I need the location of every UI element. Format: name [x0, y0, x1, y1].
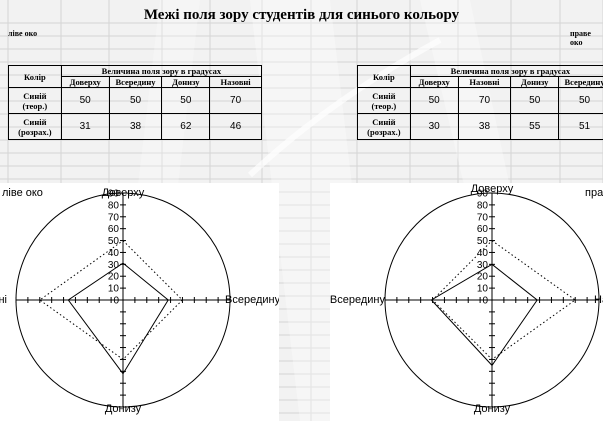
sub-header: Донизу: [510, 76, 560, 88]
table-row: Синій (теор.) 50 50 50 70: [8, 87, 262, 114]
radar-series-solid: [430, 263, 538, 367]
table-cell[interactable]: 70: [457, 87, 512, 114]
table-cell[interactable]: 70: [209, 87, 262, 114]
radar-tick-label: 70: [477, 212, 489, 223]
radar-axis-label: Доверху: [471, 183, 514, 195]
sub-header: Донизу: [161, 76, 211, 88]
radar-tick-label: 70: [108, 212, 120, 223]
radar-axis-label: Доверху: [102, 187, 145, 199]
row-label: Синій (розрах.): [357, 113, 411, 140]
group-header: Величина поля зору в градусах: [60, 65, 263, 77]
sub-header: Доверху: [409, 76, 459, 88]
radar-tick-label: 80: [477, 200, 489, 211]
right-eye-table: Колір Величина поля зору в градусах Дове…: [357, 65, 603, 140]
radar-tick-label: 10: [108, 284, 120, 295]
table-cell[interactable]: 50: [409, 87, 459, 114]
radar-tick-label: 0: [482, 296, 488, 307]
sub-header: Назовні: [457, 76, 512, 88]
radar-tick-label: 60: [108, 224, 120, 235]
radar-axis-label: Всередину: [330, 294, 385, 306]
table-cell[interactable]: 30: [409, 113, 459, 140]
right-eye-label: праве око: [570, 29, 591, 47]
sub-header: Всередину: [558, 76, 603, 88]
radar-tick-label: 30: [477, 260, 489, 271]
table-cell[interactable]: 50: [510, 87, 560, 114]
radar-tick-label: 50: [477, 236, 489, 247]
table-row: Синій (теор.) 50 70 50 50: [357, 87, 603, 114]
table-cell[interactable]: 62: [161, 113, 211, 140]
left-eye-label: ліве око: [8, 29, 38, 38]
table-cell[interactable]: 50: [108, 87, 163, 114]
row-label: Синій (теор.): [8, 87, 62, 114]
table-cell[interactable]: 38: [108, 113, 163, 140]
radar-tick-label: 40: [108, 248, 120, 259]
table-row: Синій (розрах.) 30 38 55 51: [357, 113, 603, 140]
radar-chart-title: праве око: [585, 187, 603, 199]
table-cell[interactable]: 50: [60, 87, 110, 114]
radar-tick-label: 60: [477, 224, 489, 235]
radar-axis-label: Назовні: [0, 294, 7, 306]
radar-chart-title: ліве око: [2, 187, 43, 199]
radar-tick-label: 0: [113, 296, 119, 307]
radar-tick-label: 10: [477, 284, 489, 295]
radar-tick-label: 50: [108, 236, 120, 247]
table-cell[interactable]: 55: [510, 113, 560, 140]
radar-axis-label: Всередину: [225, 294, 279, 306]
radar-tick-label: 20: [477, 272, 489, 283]
radar-tick-label: 20: [108, 272, 120, 283]
radar-tick-label: 30: [108, 260, 120, 271]
left-eye-table: Колір Величина поля зору в градусах Дове…: [8, 65, 263, 140]
table-cell[interactable]: 50: [161, 87, 211, 114]
table-cell[interactable]: 50: [558, 87, 603, 114]
table-cell[interactable]: 51: [558, 113, 603, 140]
radar-axis-label: Назовні: [594, 294, 603, 306]
radar-series-dotted: [38, 239, 184, 361]
radar-axis-label: Донизу: [474, 403, 511, 415]
page-title: Межі поля зору студентів для синього кол…: [143, 7, 460, 23]
sub-header: Всередину: [108, 76, 163, 88]
radar-tick-label: 90: [477, 189, 489, 200]
row-label: Синій (теор.): [357, 87, 411, 114]
group-header: Величина поля зору в градусах: [409, 65, 603, 77]
table-cell[interactable]: 46: [209, 113, 262, 140]
radar-tick-label: 80: [108, 200, 120, 211]
table-row: Синій (розрах.) 31 38 62 46: [8, 113, 262, 140]
radar-tick-label: 40: [477, 248, 489, 259]
left-eye-radar-chart[interactable]: 0 10 20 30 40 50 60 70 80 90 Доверху Всередину Дониз…: [0, 183, 279, 421]
radar-tick-label: 90: [108, 189, 120, 200]
sub-header: Назовні: [209, 76, 262, 88]
row-label: Синій (розрах.): [8, 113, 62, 140]
radar-series-solid: [67, 262, 169, 375]
radar-axis-label: Донизу: [105, 403, 142, 415]
table-cell[interactable]: 38: [457, 113, 512, 140]
color-col-header: Колір: [8, 65, 62, 88]
color-col-header: Колір: [357, 65, 411, 88]
table-cell[interactable]: 31: [60, 113, 110, 140]
sub-header: Доверху: [60, 76, 110, 88]
radar-series-dotted: [431, 239, 577, 361]
